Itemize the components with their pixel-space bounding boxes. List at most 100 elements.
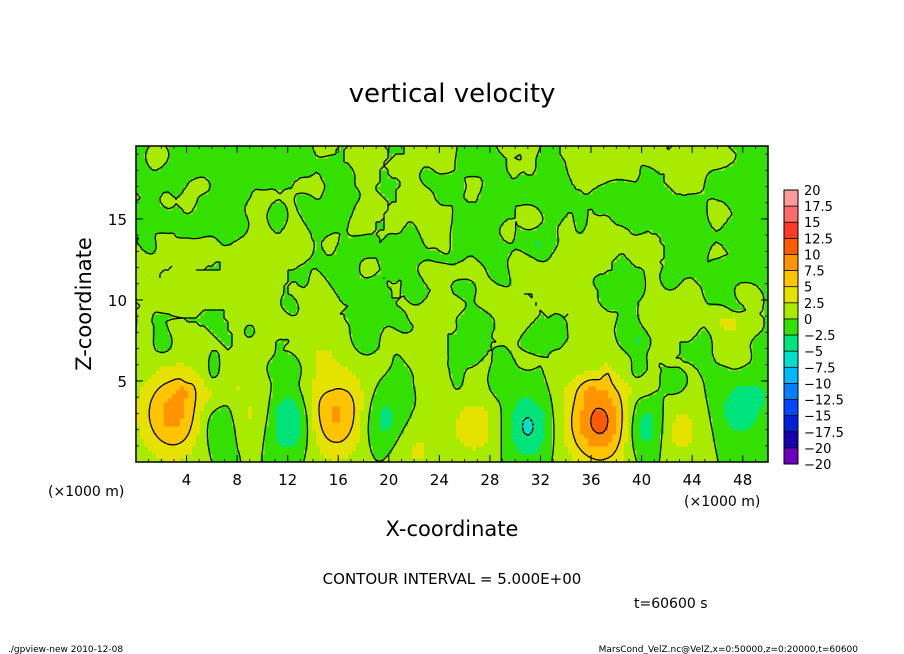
- field-cell: [684, 390, 689, 395]
- field-cell: [584, 446, 589, 451]
- field-cell: [544, 298, 549, 303]
- field-cell: [528, 362, 533, 367]
- field-cell: [136, 438, 141, 443]
- field-cell: [344, 350, 349, 355]
- field-cell: [200, 334, 205, 339]
- field-cell: [608, 370, 613, 375]
- field-cell: [208, 298, 213, 303]
- field-cell: [540, 298, 545, 303]
- field-cell: [308, 318, 313, 323]
- field-cell: [340, 410, 345, 415]
- field-cell: [376, 350, 381, 355]
- field-cell: [144, 362, 149, 367]
- field-cell: [144, 378, 149, 383]
- field-cell: [600, 446, 605, 451]
- field-cell: [700, 322, 705, 327]
- field-cell: [436, 386, 441, 391]
- field-cell: [324, 358, 329, 363]
- field-cell: [452, 326, 457, 331]
- field-cell: [508, 342, 513, 347]
- field-cell: [260, 310, 265, 315]
- field-cell: [184, 298, 189, 303]
- field-cell: [248, 350, 253, 355]
- field-cell: [492, 442, 497, 447]
- field-cell: [340, 442, 345, 447]
- field-cell: [444, 346, 449, 351]
- field-cell: [468, 390, 473, 395]
- field-cell: [192, 418, 197, 423]
- field-cell: [648, 374, 653, 379]
- field-cell: [160, 426, 165, 431]
- field-cell: [524, 450, 529, 455]
- field-cell: [440, 426, 445, 431]
- field-cell: [180, 362, 185, 367]
- field-cell: [436, 338, 441, 343]
- field-cell: [320, 346, 325, 351]
- field-cell: [412, 414, 417, 419]
- field-cell: [240, 458, 245, 462]
- field-cell: [432, 330, 437, 335]
- field-cell: [168, 382, 173, 387]
- field-cell: [188, 302, 193, 307]
- field-cell: [516, 430, 521, 435]
- field-cell: [480, 390, 485, 395]
- field-cell: [564, 374, 569, 379]
- field-cell: [428, 358, 433, 363]
- field-cell: [216, 350, 221, 355]
- field-cell: [196, 402, 201, 407]
- field-cell: [208, 374, 213, 379]
- field-cell: [272, 302, 277, 307]
- field-cell: [184, 414, 189, 419]
- field-cell: [332, 422, 337, 427]
- field-cell: [184, 278, 189, 283]
- field-cell: [468, 458, 473, 462]
- field-cell: [316, 362, 321, 367]
- field-cell: [156, 454, 161, 459]
- field-cell: [368, 450, 373, 455]
- field-cell: [324, 322, 329, 327]
- field-cell: [524, 366, 529, 371]
- field-cell: [140, 442, 145, 447]
- field-cell: [580, 394, 585, 399]
- field-cell: [396, 450, 401, 455]
- field-cell: [560, 446, 565, 451]
- field-cell: [416, 306, 421, 311]
- field-cell: [316, 318, 321, 323]
- field-cell: [480, 298, 485, 303]
- field-cell: [580, 354, 585, 359]
- field-cell: [616, 414, 621, 419]
- field-cell: [144, 326, 149, 331]
- field-cell: [588, 354, 593, 359]
- field-cell: [236, 414, 241, 419]
- field-cell: [600, 382, 605, 387]
- field-cell: [140, 294, 145, 299]
- field-cell: [252, 286, 257, 291]
- field-cell: [436, 374, 441, 379]
- field-cell: [324, 338, 329, 343]
- field-cell: [204, 306, 209, 311]
- field-cell: [432, 334, 437, 339]
- field-cell: [312, 446, 317, 451]
- field-cell: [448, 306, 453, 311]
- field-cell: [520, 306, 525, 311]
- field-cell: [676, 302, 681, 307]
- field-cell: [488, 354, 493, 359]
- field-cell: [400, 338, 405, 343]
- field-cell: [180, 346, 185, 351]
- field-cell: [260, 370, 265, 375]
- field-cell: [472, 434, 477, 439]
- field-cell: [444, 426, 449, 431]
- field-cell: [468, 422, 473, 427]
- field-cell: [436, 362, 441, 367]
- field-cell: [604, 362, 609, 367]
- field-cell: [424, 438, 429, 443]
- field-cell: [204, 414, 209, 419]
- field-cell: [492, 302, 497, 307]
- field-cell: [148, 370, 153, 375]
- field-cell: [268, 342, 273, 347]
- field-cell: [548, 298, 553, 303]
- field-cell: [520, 314, 525, 319]
- field-cell: [140, 414, 145, 419]
- field-cell: [348, 366, 353, 371]
- field-cell: [556, 290, 561, 295]
